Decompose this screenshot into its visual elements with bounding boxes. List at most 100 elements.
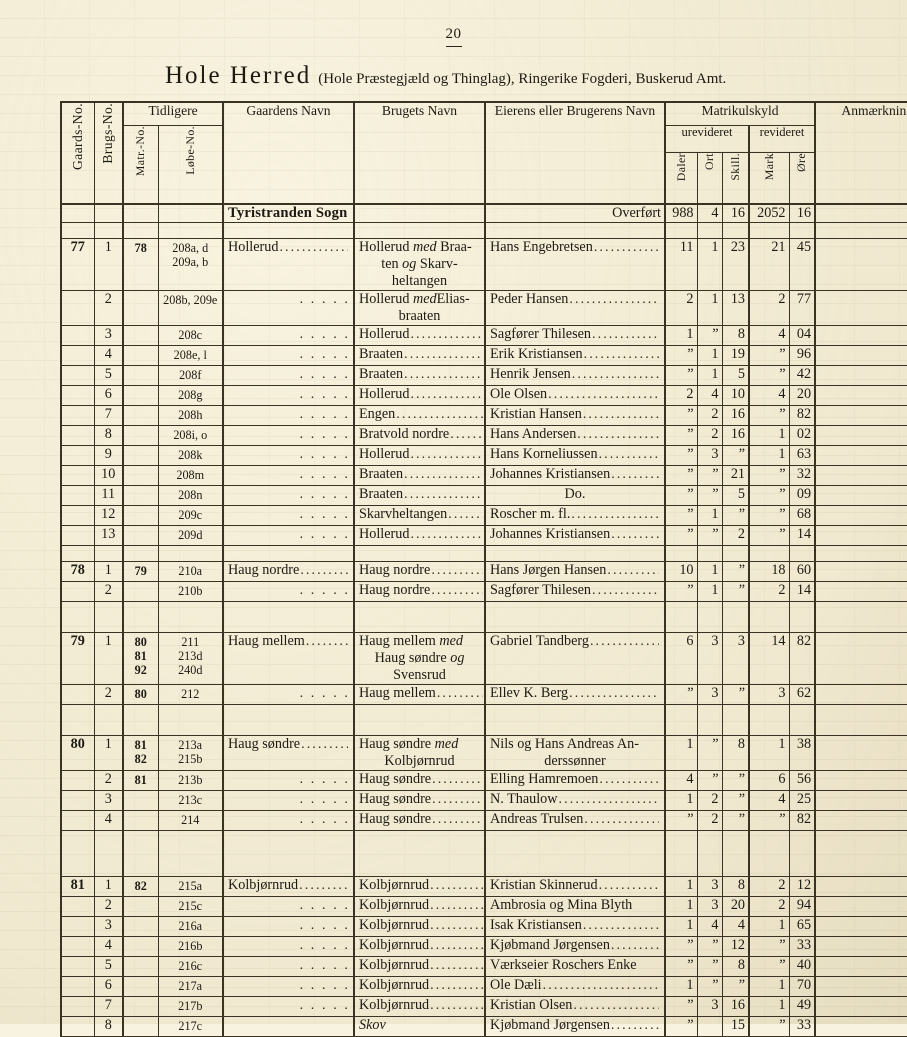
cell-brugets-navn: Haug mellem med Haug søndre og Svensrud — [353, 632, 486, 685]
cell-gaardens-navn: . . . . . — [222, 290, 355, 326]
table-row: 10 208m. . . . .BraatenJohannes Kristians… — [60, 465, 907, 486]
cell-mark: ” — [748, 405, 790, 426]
cell-matr-no — [122, 810, 159, 831]
cell-lobe-no: 208h — [157, 405, 224, 426]
cell-ore: 20 — [788, 385, 816, 406]
spacer-cell — [484, 222, 666, 239]
cell-brugs-no: 8 — [93, 1016, 124, 1037]
spacer-cell — [748, 704, 790, 720]
cell-lobe-no: 209c — [157, 505, 224, 526]
cell-ore: 12 — [788, 876, 816, 897]
cell-gaards-no: 78 — [60, 561, 95, 582]
cell-eierens-navn: Elling Hamremoen — [484, 770, 666, 791]
cell-lobe-no: 208a, d 209a, b — [157, 238, 224, 291]
cell-mark: ” — [748, 525, 790, 546]
spacer-cell — [484, 545, 666, 562]
cell-lobe-no: 214 — [157, 810, 224, 831]
cell-matr-no: 79 — [122, 561, 159, 582]
cell-brugets-navn: Braaten — [353, 365, 486, 386]
cell-lobe-no: 216b — [157, 936, 224, 957]
spacer-cell — [814, 545, 907, 562]
cell-ore: 38 — [788, 735, 816, 771]
cell-ort: ” — [696, 485, 723, 506]
cell-anmaerkninger — [814, 405, 907, 426]
cell-eierens-navn: Do. — [484, 485, 666, 506]
cell-brugs-no: 13 — [93, 525, 124, 546]
cell-skill: 10 — [721, 385, 750, 406]
cell-eierens-navn: Erik Kristiansen — [484, 345, 666, 366]
cell-matr-no — [122, 325, 159, 346]
cell-mark: 4 — [748, 385, 790, 406]
cell-matr-no: 82 — [122, 876, 159, 897]
cell-brugs-no: 1 — [93, 632, 124, 685]
cell-ore: 42 — [788, 365, 816, 386]
cell-mark: ” — [748, 345, 790, 366]
spacer-cell — [664, 846, 698, 861]
cell-skill: 8 — [721, 325, 750, 346]
cell-gaards-no — [60, 790, 95, 811]
table-row: 4 216b. . . . .KolbjørnrudKjøbmand Jørgen… — [60, 936, 907, 957]
spacer-cell — [814, 846, 907, 861]
cell-brugs-no: 12 — [93, 505, 124, 526]
cell-ort: 2 — [696, 790, 723, 811]
cell-eierens-navn: Kjøbmand Jørgensen — [484, 1016, 666, 1037]
cell-gaards-no — [60, 936, 95, 957]
page-number: 20 — [0, 26, 907, 47]
cell-daler: ” — [664, 345, 698, 366]
cell-brugs-no: 9 — [93, 445, 124, 466]
cell-ort: 1 — [696, 290, 723, 326]
spacer-cell — [664, 545, 698, 562]
cell-eierens-navn: Ole Olsen — [484, 385, 666, 406]
cell-matr-no — [122, 365, 159, 386]
spacer-cell — [222, 601, 355, 617]
cell-ort: 1 — [696, 238, 723, 291]
spacer-cell — [122, 861, 159, 877]
cell-lobe-no: 215c — [157, 896, 224, 917]
spacer-cell — [60, 861, 95, 877]
cell-daler: 1 — [664, 790, 698, 811]
cell-matr-no — [122, 896, 159, 917]
cell-gaards-no — [60, 956, 95, 977]
cell-eierens-navn: Gabriel Tandberg — [484, 632, 666, 685]
cell-lobe-no: 208f — [157, 365, 224, 386]
cell-eierens-navn: Hans Jørgen Hansen — [484, 561, 666, 582]
spacer-cell — [157, 846, 224, 861]
cell-ort: ” — [696, 956, 723, 977]
cell-daler: ” — [664, 684, 698, 705]
cell-daler: ” — [664, 445, 698, 466]
spacer-cell — [93, 846, 124, 861]
spacer-cell — [664, 222, 698, 239]
cell-anmaerkninger — [814, 290, 907, 326]
cell-ore: 60 — [788, 561, 816, 582]
cell-anmaerkninger — [814, 525, 907, 546]
cell-mark: 21 — [748, 238, 790, 291]
cell-ore: 33 — [788, 936, 816, 957]
cell-ore: 94 — [788, 896, 816, 917]
cell-brugets-navn: Hollerud medElias-braaten — [353, 290, 486, 326]
cell-gaards-no — [60, 385, 95, 406]
cell-brugets-navn: Kolbjørnrud — [353, 876, 486, 897]
spacer-cell — [60, 830, 95, 846]
cell-gaardens-navn: . . . . . — [222, 445, 355, 466]
cell-anmaerkninger — [814, 896, 907, 917]
cell-eierens-navn: N. Thaulow — [484, 790, 666, 811]
th-skill: Skill. — [721, 152, 750, 205]
cell-daler: 11 — [664, 238, 698, 291]
cell-eierens-navn: Johannes Kristiansen — [484, 525, 666, 546]
cell-lobe-no: 210a — [157, 561, 224, 582]
cell-gaards-no — [60, 325, 95, 346]
cell-matr-no — [122, 385, 159, 406]
table-row: 5 216c. . . . .KolbjørnrudVærkseier Rosch… — [60, 956, 907, 977]
spacer-cell — [721, 720, 750, 736]
cell-eierens-navn: Roscher m. fl. — [484, 505, 666, 526]
cell-brugets-navn: Kolbjørnrud — [353, 936, 486, 957]
cell-gaards-no — [60, 916, 95, 937]
cell-mark: ” — [748, 365, 790, 386]
spacer-cell — [222, 846, 355, 861]
spacer-row — [60, 846, 907, 861]
cell-anmaerkninger — [814, 936, 907, 957]
cell-matr-no — [122, 290, 159, 326]
